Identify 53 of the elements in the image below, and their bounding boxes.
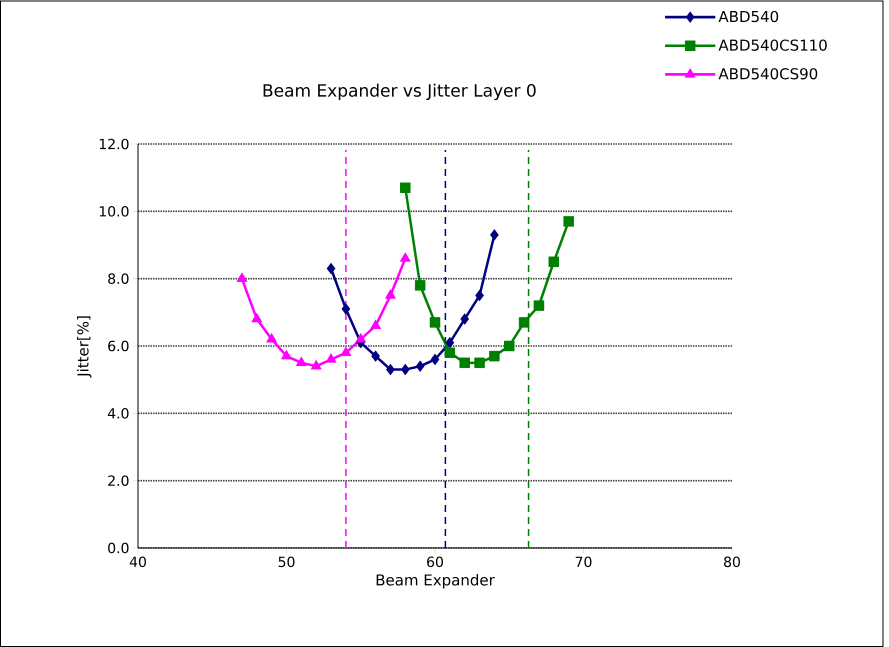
point [370, 320, 382, 330]
point [266, 333, 278, 343]
point [400, 252, 411, 262]
y-axis-title: Jitter[%] [77, 316, 92, 378]
point [548, 256, 560, 268]
point [430, 317, 440, 328]
point [534, 300, 544, 311]
point [490, 229, 499, 241]
point [416, 360, 425, 372]
point [281, 350, 292, 360]
point [251, 312, 262, 322]
x-tick-label: 40 [130, 556, 146, 568]
point [430, 354, 440, 366]
point [386, 364, 395, 376]
point [236, 272, 248, 282]
legend-label: ABD540CS90 [718, 68, 818, 80]
chart-title: Beam Expander vs Jitter Layer 0 [264, 84, 536, 100]
x-tick-label: 50 [278, 556, 294, 568]
point [489, 350, 500, 362]
x-axis-title: Beam Expander [376, 574, 495, 588]
point [460, 313, 470, 325]
point [371, 350, 380, 362]
point [414, 280, 426, 291]
point [326, 353, 336, 363]
point [385, 289, 396, 299]
y-tick-label: 6.0 [108, 340, 129, 352]
point [444, 347, 456, 358]
point [400, 182, 411, 194]
legend-label: ABD540 [718, 10, 778, 22]
point [459, 358, 470, 368]
point [518, 317, 530, 328]
x-tick-label: 60 [427, 556, 443, 568]
point [296, 356, 307, 366]
y-tick-label: 0.0 [108, 542, 129, 554]
point [326, 262, 336, 274]
point [342, 303, 350, 315]
point [475, 290, 484, 302]
point [340, 346, 352, 356]
y-tick-label: 12.0 [100, 138, 129, 150]
y-tick-label: 2.0 [108, 475, 129, 486]
point [504, 340, 514, 352]
point [474, 358, 485, 368]
legend-label: ABD540CS110 [718, 39, 827, 51]
x-tick-label: 80 [724, 556, 740, 568]
point [445, 336, 454, 348]
y-tick-label: 4.0 [108, 408, 129, 419]
point [563, 216, 574, 227]
point [355, 333, 366, 343]
point [310, 360, 322, 370]
y-tick-label: 10.0 [100, 206, 129, 217]
point [400, 364, 410, 376]
y-tick-label: 8.0 [108, 273, 129, 284]
x-tick-label: 70 [576, 556, 592, 568]
